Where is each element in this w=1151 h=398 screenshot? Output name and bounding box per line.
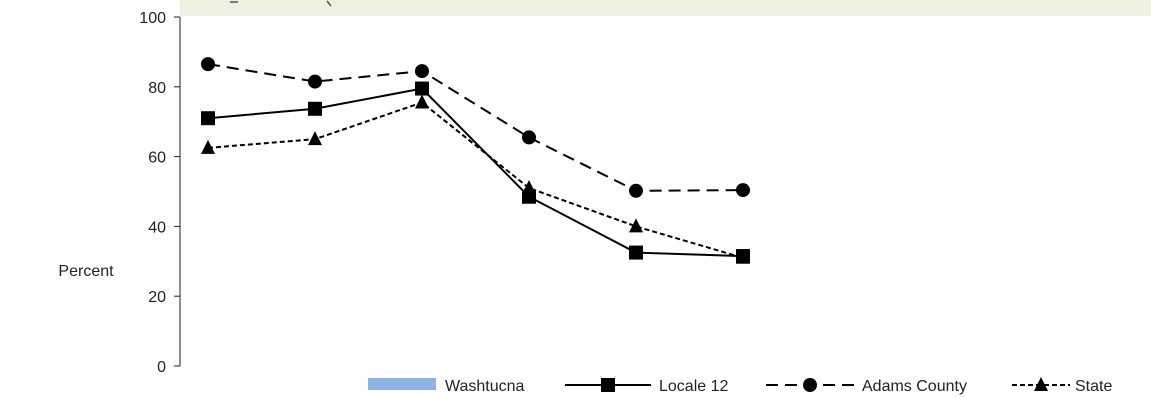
y-tick-label-80: 80 [148,80,166,97]
legend-marker-state [1034,377,1048,391]
point-state-3 [415,94,429,109]
legend-label-state: State [1075,378,1112,395]
plot-area [201,57,750,264]
point-adams-county-6 [736,183,750,198]
legend-label-washtucna: Washtucna [445,378,525,395]
series-state [201,94,750,264]
point-locale-12-2 [308,101,322,116]
y-tick-label-40: 40 [148,219,166,236]
point-locale-12-3 [415,81,429,96]
legend-item-state: State [1012,377,1112,395]
point-locale-12-5 [629,245,643,260]
series-line-locale-12 [207,87,744,258]
y-axis: 0 20 40 60 80 100 [139,10,181,376]
legend-marker-locale-12 [601,378,615,392]
header-scribble [230,0,332,7]
series-line-adams-county [207,63,744,192]
y-axis-title: Percent [58,263,114,280]
point-state-4 [522,180,536,195]
legend-item-washtucna: Washtucna [368,378,525,395]
point-adams-county-2 [308,74,322,89]
y-tick-label-60: 60 [148,150,166,167]
legend-label-locale-12: Locale 12 [659,378,728,395]
point-state-6 [736,249,750,264]
series-line-state [207,101,744,259]
legend-item-adams-county: Adams County [766,378,967,395]
legend: Washtucna Locale 12 Adams County State [368,377,1112,395]
point-adams-county-1 [201,57,215,72]
series-adams-county [201,57,750,198]
y-tick-label-20: 20 [148,289,166,306]
y-tick-label-0: 0 [157,359,166,376]
point-adams-county-4 [522,130,536,145]
legend-label-adams-county: Adams County [862,378,967,395]
legend-swatch-washtucna [368,378,436,390]
point-adams-county-5 [629,183,643,198]
legend-marker-adams-county [803,378,817,392]
legend-item-locale-12: Locale 12 [565,378,728,395]
point-locale-12-1 [201,111,215,126]
y-tick-label-100: 100 [139,10,166,27]
point-state-1 [201,139,215,154]
point-adams-county-3 [415,64,429,79]
header-band [180,0,1151,16]
series-locale-12 [201,81,750,264]
point-state-5 [629,218,643,233]
point-state-2 [308,131,322,146]
